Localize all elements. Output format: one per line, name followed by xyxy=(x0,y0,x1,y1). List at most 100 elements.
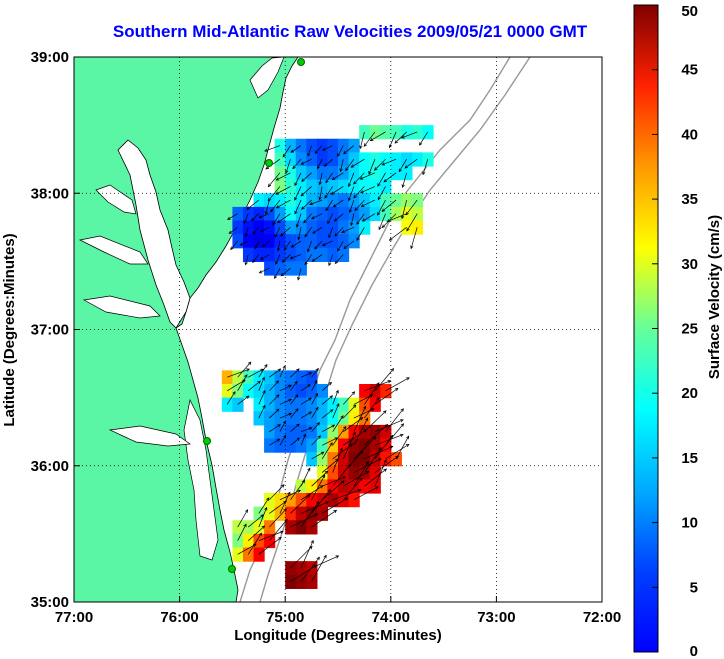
velocity-arrow xyxy=(389,227,407,241)
velocity-cell xyxy=(295,220,307,235)
velocity-cell xyxy=(316,152,329,167)
velocity-arrow xyxy=(251,213,260,221)
colorbar-ticks: 0 5 10 15 20 25 30 35 40 45 50 xyxy=(652,3,698,659)
velocity-arrow xyxy=(314,145,323,154)
velocity-arrow xyxy=(227,368,250,378)
velocity-arrow xyxy=(311,435,321,446)
velocity-cell xyxy=(369,206,381,222)
x-tick-label: 75:00 xyxy=(266,609,304,626)
velocity-arrow xyxy=(252,254,260,263)
velocity-arrow xyxy=(395,436,409,460)
velocity-arrow-head xyxy=(266,497,270,501)
velocity-arrow xyxy=(382,158,397,166)
velocity-arrow-head xyxy=(366,460,370,465)
velocity-arrow xyxy=(258,507,267,528)
velocity-arrow-head xyxy=(278,536,282,541)
colorbar-tick-label: 15 xyxy=(681,450,698,467)
velocity-cell xyxy=(338,424,350,440)
velocity-arrow xyxy=(350,213,355,226)
velocity-cell xyxy=(285,574,297,589)
velocity-arrow-head xyxy=(228,230,233,234)
velocity-cell xyxy=(253,506,265,521)
velocity-arrow-head xyxy=(294,394,299,398)
velocity-cell xyxy=(285,247,297,262)
velocity-cell xyxy=(390,125,402,140)
velocity-arrow-head xyxy=(325,501,329,505)
velocity-arrow-head xyxy=(406,435,410,440)
velocity-cell xyxy=(359,424,371,440)
velocity-arrow-head xyxy=(349,443,354,447)
velocity-cell xyxy=(338,193,350,208)
velocity-arrow xyxy=(248,525,265,541)
velocity-arrow-head xyxy=(419,142,423,146)
velocity-arrow xyxy=(300,427,312,433)
velocity-arrow-head xyxy=(370,408,375,412)
velocity-arrow-head xyxy=(272,221,276,226)
velocity-arrow xyxy=(342,432,356,460)
velocity-arrow-head xyxy=(329,409,334,413)
velocity-arrow xyxy=(332,448,343,473)
velocity-cell xyxy=(338,206,350,222)
velocity-arrow xyxy=(245,254,249,265)
velocity-cell xyxy=(306,574,318,589)
velocity-arrow xyxy=(343,391,355,405)
x-tick-label: 73:00 xyxy=(477,609,515,626)
velocity-cell xyxy=(295,574,307,589)
velocity-arrow xyxy=(300,186,312,197)
velocity-arrow xyxy=(272,213,281,225)
velocity-arrow xyxy=(279,385,292,392)
velocity-cell xyxy=(411,125,424,140)
velocity-cell xyxy=(348,138,360,153)
velocity-arrow-head xyxy=(276,247,281,252)
velocity-arrow-head xyxy=(288,384,292,388)
velocity-cell xyxy=(401,166,413,181)
velocity-cell xyxy=(411,220,424,235)
velocity-arrow-head xyxy=(288,398,293,402)
x-axis-ticks: 77:00 76:00 75:00 74:00 73:00 72:00 xyxy=(55,596,621,626)
colorbar-tick-label: 40 xyxy=(681,126,698,143)
velocity-arrow-head xyxy=(294,210,298,215)
velocity-cell xyxy=(348,166,360,181)
velocity-cell xyxy=(274,397,286,412)
velocity-arrow xyxy=(245,227,249,237)
velocity-arrow xyxy=(311,509,337,528)
velocity-cell xyxy=(327,193,339,208)
velocity-arrow xyxy=(280,227,291,237)
velocity-arrow xyxy=(274,227,281,238)
grid-lines xyxy=(74,57,602,602)
velocity-arrow xyxy=(300,540,314,569)
velocity-arrow-head xyxy=(314,150,319,154)
velocity-cell xyxy=(306,493,318,508)
velocity-cell xyxy=(232,547,244,562)
velocity-cell xyxy=(232,384,244,399)
velocity-arrow xyxy=(311,213,323,220)
velocity-arrow xyxy=(312,254,323,262)
velocity-arrow xyxy=(374,459,387,487)
velocity-arrow-head xyxy=(259,256,264,260)
velocity-arrow-head xyxy=(262,404,266,409)
velocity-cell xyxy=(316,424,329,440)
velocity-arrow xyxy=(279,365,286,378)
velocity-arrow-head xyxy=(290,244,295,248)
velocity-arrow xyxy=(362,213,376,222)
colorbar-tick-label: 20 xyxy=(681,385,698,402)
velocity-arrow xyxy=(269,484,285,501)
velocity-arrow xyxy=(292,158,302,169)
velocity-arrow xyxy=(252,227,260,235)
velocity-arrow-head xyxy=(353,180,357,185)
velocity-cell xyxy=(285,206,297,222)
velocity-cell xyxy=(327,179,339,194)
velocity-arrow xyxy=(268,172,281,187)
velocity-cell xyxy=(369,193,381,208)
velocity-arrow-head xyxy=(311,258,316,262)
velocity-arrow xyxy=(332,426,347,446)
velocity-cell xyxy=(306,424,318,440)
velocity-cell xyxy=(338,479,350,494)
velocity-cell xyxy=(264,493,276,508)
velocity-arrow xyxy=(353,406,366,432)
velocity-arrow-head xyxy=(297,489,302,493)
velocity-arrow-head xyxy=(356,221,360,225)
velocity-arrow-head xyxy=(344,497,349,501)
velocity-arrow-head xyxy=(258,270,263,274)
velocity-arrow-head xyxy=(359,145,363,150)
